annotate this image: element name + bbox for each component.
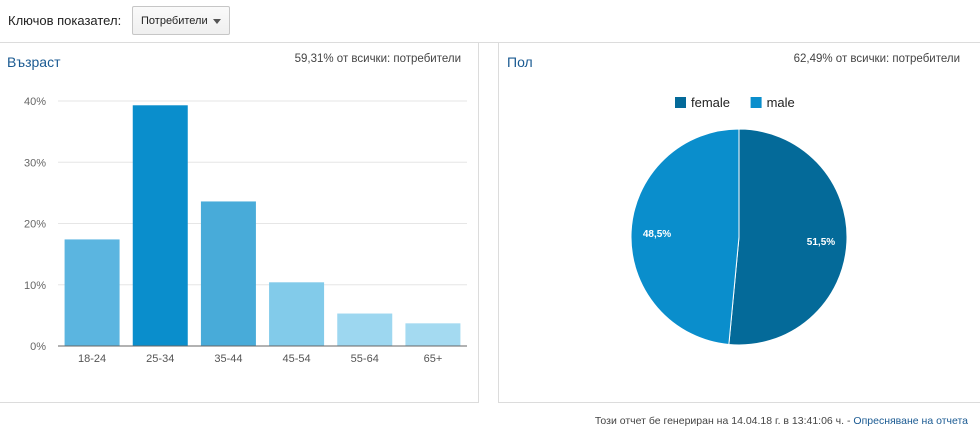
- x-tick-label: 55-64: [351, 353, 379, 365]
- refresh-report-link[interactable]: Опресняване на отчета: [853, 415, 968, 427]
- y-tick-label: 20%: [24, 219, 46, 231]
- metric-dropdown[interactable]: Потребители: [132, 6, 230, 35]
- gender-panel-title: Пол: [507, 54, 533, 70]
- x-tick-label: 65+: [424, 353, 443, 365]
- chevron-down-icon: [213, 19, 221, 24]
- x-tick-label: 35-44: [214, 353, 242, 365]
- y-tick-label: 10%: [24, 280, 46, 292]
- gender-panel: Пол 62,49% от всички: потребители female…: [498, 43, 980, 403]
- x-tick-label: 18-24: [78, 353, 106, 365]
- x-tick-label: 25-34: [146, 353, 174, 365]
- bar-18-24[interactable]: [64, 239, 120, 346]
- pie-slice-female[interactable]: [728, 128, 848, 346]
- pie-value-label-female: 51,5%: [807, 237, 835, 248]
- pie-value-label-male: 48,5%: [643, 229, 671, 240]
- metric-dropdown-value: Потребители: [141, 15, 208, 27]
- key-metric-label: Ключов показател:: [8, 13, 122, 28]
- x-tick-label: 45-54: [283, 353, 311, 365]
- gender-panel-summary: 62,49% от всички: потребители: [793, 53, 960, 65]
- legend-label-male[interactable]: male: [767, 95, 795, 110]
- age-panel-summary: 59,31% от всички: потребители: [294, 53, 461, 65]
- legend-swatch-female: [675, 97, 686, 108]
- bar-55-64[interactable]: [337, 313, 393, 346]
- legend-swatch-male: [750, 97, 762, 108]
- y-tick-label: 30%: [24, 157, 46, 169]
- legend-label-female[interactable]: female: [691, 95, 730, 110]
- y-tick-label: 40%: [24, 96, 46, 108]
- bar-35-44[interactable]: [200, 201, 256, 346]
- toolbar-divider: [0, 42, 980, 43]
- report-footer: Този отчет бе генериран на 14.04.18 г. в…: [595, 415, 968, 427]
- age-bar-chart: 0% 10% 20% 30% 40% 18-24 25-34 35-44 45-54 55-64 6…: [24, 96, 467, 365]
- age-panel: Възраст 59,31% от всички: потребители 0%…: [0, 43, 479, 403]
- bar-45-54[interactable]: [269, 282, 325, 346]
- pie-slice-male[interactable]: [630, 128, 740, 346]
- report-generated-text: Този отчет бе генериран на 14.04.18 г. в…: [594, 415, 854, 427]
- bar-25-34[interactable]: [132, 105, 188, 346]
- y-tick-label: 0%: [30, 341, 46, 353]
- gender-pie-chart: female male 51,5% 48,5%: [630, 95, 848, 346]
- toolbar: Ключов показател: Потребители: [0, 0, 980, 42]
- age-panel-title: Възраст: [7, 54, 61, 70]
- bar-65+[interactable]: [405, 323, 461, 346]
